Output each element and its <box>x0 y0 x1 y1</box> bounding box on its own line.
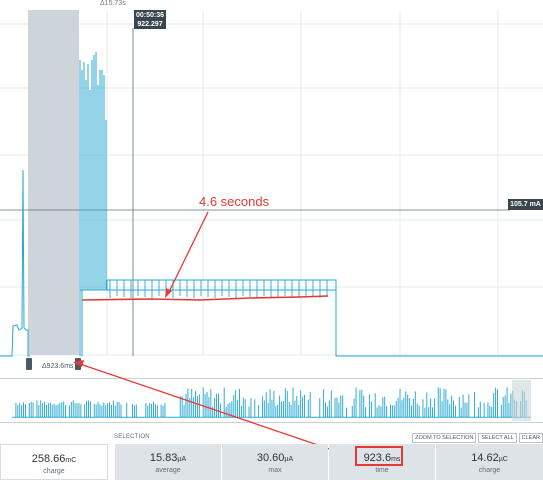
time-card: 923.6ms time <box>329 444 435 480</box>
average-label: average <box>155 467 181 474</box>
charge-card: 258.66mC charge <box>0 444 108 480</box>
annotation-text: 4.6 seconds <box>199 194 270 209</box>
annotation-arrow <box>167 211 209 295</box>
average-unit: µA <box>177 456 187 463</box>
pulse-marks <box>109 280 328 298</box>
selection-charge-card: 14.62µC charge <box>436 444 543 480</box>
selection-region <box>28 10 79 355</box>
time-value: 923.6 <box>363 452 392 464</box>
time-label: time <box>375 467 389 474</box>
current-plot[interactable] <box>0 0 543 378</box>
selection-heading: SELECTION <box>114 434 150 440</box>
max-value: 30.60 <box>256 452 285 464</box>
clear-button[interactable]: CLEAR <box>518 433 543 443</box>
zoom-to-selection-button[interactable]: ZOOM TO SELECTION <box>412 433 477 443</box>
selection-handle-right[interactable] <box>75 358 81 370</box>
current-trace <box>0 52 543 357</box>
select-all-button[interactable]: SELECT ALL <box>478 433 517 443</box>
annotation-arrowhead <box>165 288 172 298</box>
time-unit: ms <box>391 456 401 463</box>
cursor-value: 922.297 <box>137 21 163 28</box>
selection-handle-left[interactable] <box>26 358 32 370</box>
selection-delta: Δ923.6ms <box>42 363 74 370</box>
charge-unit: mC <box>65 457 77 464</box>
selection-charge-label: charge <box>478 467 501 474</box>
cursor-time-label: 00:50:36 922.297 <box>134 10 166 29</box>
grid <box>0 10 543 356</box>
charge-label: charge <box>43 468 65 475</box>
selection-toolbar: ZOOM TO SELECTION SELECT ALL CLEAR <box>412 433 543 443</box>
max-unit: µA <box>284 456 294 463</box>
cursor-time: 00:50:36 <box>135 12 165 19</box>
max-label: max <box>268 467 282 474</box>
time-highlight-box <box>355 446 403 466</box>
average-card: 15.83µA average <box>115 444 221 480</box>
minimap[interactable] <box>0 378 543 423</box>
annotation-underline <box>81 295 329 301</box>
max-card: 30.60µA max <box>222 444 328 480</box>
minimap-bars <box>15 387 527 418</box>
top-delta: Δ15.73s <box>100 0 126 7</box>
minimap-viewport <box>511 379 531 422</box>
y-readout: 105.7 mA <box>508 199 543 210</box>
charge-value: 258.66 <box>31 453 66 465</box>
selection-charge-value: 14.62 <box>471 452 499 464</box>
average-value: 15.83 <box>149 452 178 464</box>
selection-charge-unit: µC <box>498 456 508 463</box>
